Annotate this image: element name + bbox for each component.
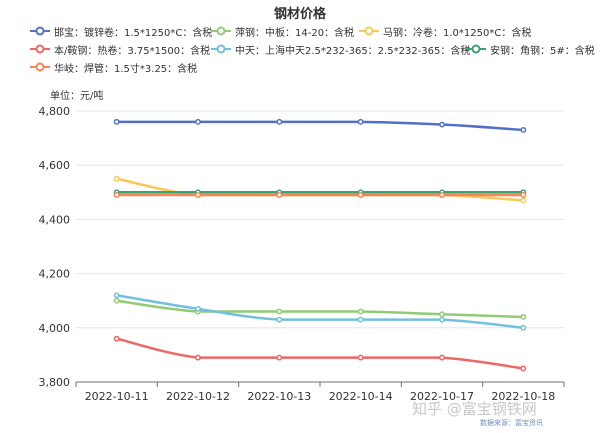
series-line [116, 177, 524, 202]
legend-marker-icon [359, 26, 379, 36]
legend-marker-icon [30, 62, 50, 72]
data-point [520, 192, 527, 198]
data-point [520, 324, 527, 331]
series-line [116, 120, 524, 132]
y-tick-label: 3,800 [39, 376, 71, 389]
x-tick-label: 2022-10-14 [329, 390, 393, 403]
data-point [195, 192, 201, 198]
data-point [520, 314, 527, 320]
legend-item[interactable]: 本/鞍钢：热卷：3.75*1500：含税 [30, 42, 211, 57]
legend-label: 邯宝：镀锌卷：1.5*1250*C：含税 [54, 27, 213, 39]
y-tick-label: 4,000 [39, 322, 71, 335]
data-point [357, 354, 364, 361]
x-tick-label: 2022-10-12 [166, 390, 230, 403]
legend-label: 安钢：角钢：5#：含税 [490, 45, 595, 57]
data-point [439, 354, 445, 361]
legend-label: 萍钢：中板：14-20：含税 [235, 27, 355, 39]
data-point [357, 192, 364, 198]
data-point [276, 316, 283, 323]
x-tick-label: 2022-10-17 [410, 390, 474, 403]
data-point [113, 175, 120, 182]
y-tick-label: 4,400 [39, 213, 71, 226]
legend-marker-icon [30, 26, 50, 36]
data-point [195, 305, 201, 312]
data-point [357, 316, 364, 323]
legend-item[interactable]: 邯宝：镀锌卷：1.5*1250*C：含税 [30, 24, 213, 39]
data-point [357, 118, 364, 125]
chart-title: 钢材价格 [273, 7, 326, 22]
data-point [520, 127, 527, 133]
y-tick-label: 4,600 [39, 159, 71, 172]
legend-item[interactable]: 华岐：焊管：1.5寸*3.25：含税 [30, 60, 198, 75]
data-point [439, 121, 445, 128]
series-line [116, 299, 524, 319]
data-point [195, 118, 201, 125]
data-point [113, 335, 120, 342]
legend-item[interactable]: 中天：上海中天2.5*232-365：2.5*232-365：含税 [211, 42, 471, 57]
legend-item[interactable]: 萍钢：中板：14-20：含税 [211, 24, 355, 39]
y-tick-label: 4,800 [39, 105, 71, 118]
data-point [520, 197, 527, 204]
data-point [113, 192, 120, 198]
data-point [276, 192, 283, 198]
data-point [520, 365, 527, 372]
data-point [439, 311, 445, 318]
legend-label: 本/鞍钢：热卷：3.75*1500：含税 [54, 45, 211, 57]
legend-item[interactable]: 马钢：冷卷：1.0*1250*C：含税 [359, 24, 532, 39]
unit-label: 单位：元/吨 [50, 91, 104, 102]
data-point [439, 192, 445, 198]
data-point [113, 292, 120, 299]
x-tick-label: 2022-10-11 [85, 390, 149, 403]
watermark: 知乎 @富宝钢铁网 [412, 400, 537, 418]
data-point [195, 354, 201, 361]
series-line [116, 294, 524, 330]
y-tick-label: 4,200 [39, 268, 71, 281]
data-point [276, 308, 283, 315]
x-tick-label: 2022-10-13 [247, 390, 311, 403]
legend-marker-icon [466, 44, 486, 54]
legend-label: 中天：上海中天2.5*232-365：2.5*232-365：含税 [235, 45, 471, 57]
legend-item[interactable]: 安钢：角钢：5#：含税 [466, 42, 595, 57]
x-tick-label: 2022-10-18 [491, 390, 555, 403]
series-line [116, 337, 524, 370]
legend-label: 华岐：焊管：1.5寸*3.25：含税 [54, 63, 198, 75]
legend-marker-icon [211, 44, 231, 54]
data-point [276, 118, 283, 125]
data-point [113, 297, 120, 304]
legend-marker-icon [30, 44, 50, 54]
data-point [357, 308, 364, 315]
data-point [439, 316, 445, 323]
data-point [276, 354, 283, 361]
legend-label: 马钢：冷卷：1.0*1250*C：含税 [383, 27, 532, 39]
source-note: 数据来源：富宝资讯 [480, 419, 543, 427]
data-point [113, 118, 120, 125]
legend-marker-icon [211, 26, 231, 36]
